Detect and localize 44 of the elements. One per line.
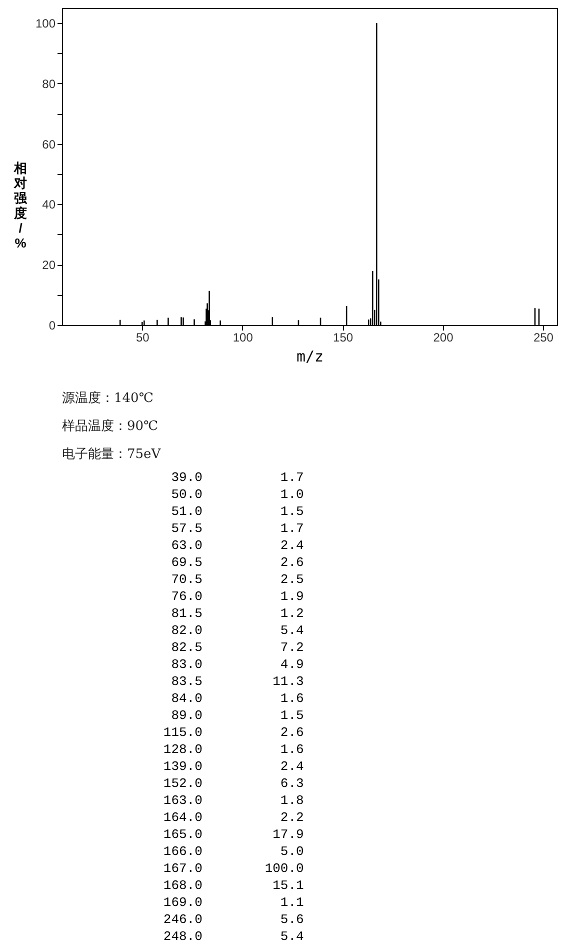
text: 248.0 5.4 (162, 928, 305, 945)
text: 169.0 1.1 (162, 894, 305, 911)
text: 167.0 100.0 (162, 860, 305, 877)
x-tick-label: 50 (136, 330, 150, 344)
text: 128.0 1.6 (162, 741, 305, 758)
text: 152.0 6.3 (162, 775, 305, 792)
text: 39.0 1.7 (170, 469, 305, 486)
text: 69.5 2.6 (170, 554, 305, 571)
text: 246.0 5.6 (162, 911, 305, 928)
text: 51.0 1.5 (170, 503, 305, 520)
text: 源温度：140℃ (62, 390, 154, 408)
x-tick-label: 200 (433, 330, 454, 344)
y-tick-label: 60 (42, 137, 56, 152)
x-axis-title: m/z (296, 348, 324, 366)
x-tick-label: 100 (232, 330, 254, 344)
text: 115.0 2.6 (162, 724, 305, 741)
y-tick-label: 40 (42, 198, 56, 212)
text: 81.5 1.2 (170, 605, 305, 622)
text: 89.0 1.5 (170, 707, 305, 724)
text: 84.0 1.6 (170, 690, 305, 707)
y-tick-label: 0 (48, 318, 56, 332)
text: 电子能量：75eV (62, 446, 162, 464)
text: 166.0 5.0 (162, 843, 305, 860)
y-tick-label: 20 (42, 258, 56, 272)
text: 50.0 1.0 (170, 486, 305, 503)
text: 83.5 11.3 (170, 673, 305, 690)
x-tick-label: 250 (533, 330, 554, 344)
y-tick-label: 100 (35, 16, 56, 31)
text: 82.5 7.2 (170, 639, 305, 656)
y-tick-label: 80 (42, 76, 56, 91)
text: 165.0 17.9 (162, 826, 305, 843)
text: 57.5 1.7 (170, 520, 305, 537)
text: 样品温度：90℃ (62, 418, 160, 436)
text: 163.0 1.8 (162, 792, 305, 809)
text: 168.0 15.1 (162, 877, 305, 894)
text: 82.0 5.4 (170, 622, 305, 639)
text: 63.0 2.4 (170, 537, 305, 554)
text: 139.0 2.4 (162, 758, 305, 775)
text: 164.0 2.2 (162, 809, 305, 826)
text: 83.0 4.9 (170, 656, 305, 673)
x-tick-label: 150 (333, 330, 354, 344)
text: 76.0 1.9 (170, 588, 305, 605)
text: 70.5 2.5 (170, 571, 305, 588)
y-axis-title: 相对强度/% (13, 160, 28, 250)
